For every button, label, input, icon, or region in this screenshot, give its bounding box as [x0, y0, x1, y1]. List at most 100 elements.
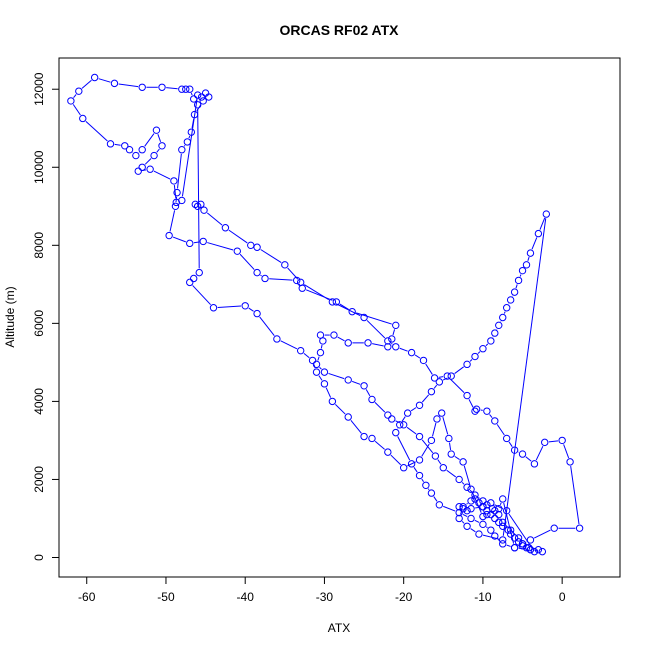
data-point [186, 239, 194, 248]
series-segment [144, 158, 152, 165]
series-segment [188, 135, 191, 139]
series-segment [454, 455, 460, 460]
data-point [273, 335, 281, 343]
data-point [487, 499, 495, 507]
data-point [541, 438, 549, 447]
series-segment [446, 469, 457, 478]
series-segment [437, 459, 442, 465]
y-axis-label: Altitude (m) [3, 286, 17, 347]
data-point [483, 407, 491, 415]
data-point [463, 522, 471, 530]
data-point [443, 372, 451, 380]
series-segment [414, 354, 421, 359]
data-point [518, 542, 527, 550]
data-point [495, 321, 503, 330]
data-point [459, 503, 467, 511]
series-segment [496, 424, 505, 436]
data-point [316, 348, 325, 357]
series-segment [535, 445, 544, 461]
series-segment [206, 212, 223, 226]
series-segment [169, 210, 176, 232]
data-point [447, 450, 455, 458]
data-point [542, 210, 551, 218]
data-point [209, 304, 218, 312]
series-segment [269, 278, 293, 281]
series-segment [319, 366, 322, 370]
data-point [518, 450, 527, 458]
data-point [427, 436, 436, 445]
series-segment [539, 217, 546, 230]
data-point [186, 278, 194, 287]
series-segment [190, 92, 193, 96]
series-segment [298, 283, 301, 286]
data-point [384, 337, 392, 345]
series-layer [67, 73, 584, 556]
x-tick-label: -20 [395, 590, 413, 604]
data-point [368, 434, 376, 443]
series-segment [172, 236, 186, 243]
data-point [384, 411, 392, 419]
data-point [360, 313, 368, 322]
x-tick-label: -30 [316, 590, 334, 604]
series-segment [166, 87, 178, 90]
data-point [499, 540, 507, 548]
data-point [138, 146, 146, 154]
series-segment [335, 403, 346, 415]
data-point [328, 298, 337, 306]
x-tick-label: -40 [237, 590, 255, 604]
data-point [467, 505, 475, 513]
series-segment [217, 305, 242, 308]
series-segment [421, 439, 434, 454]
series-segment [485, 343, 489, 347]
data-point [431, 452, 440, 460]
data-point [491, 417, 499, 425]
series-segment [156, 148, 160, 153]
data-point [479, 497, 487, 505]
x-axis: -60 -50 -40 -30 -20 -10 0 [78, 576, 566, 604]
series-segment [489, 414, 493, 418]
series-segment [406, 426, 417, 435]
series-segment [392, 329, 396, 336]
data-point [384, 343, 392, 351]
series-segment [374, 440, 385, 450]
series-segment [438, 376, 444, 378]
data-point [392, 343, 400, 351]
data-point [187, 128, 196, 136]
data-point [320, 380, 329, 388]
data-point [121, 142, 129, 150]
series-segment [366, 320, 386, 339]
data-point [463, 360, 471, 369]
data-point [134, 167, 142, 175]
series-segment [144, 133, 155, 147]
data-point [360, 432, 368, 441]
data-point [459, 505, 467, 513]
data-point [471, 407, 479, 415]
series-segment [470, 528, 476, 533]
series-segment [466, 502, 468, 505]
data-point [384, 448, 392, 456]
series-segment [506, 544, 511, 547]
data-point [558, 436, 566, 445]
series-segment [421, 443, 430, 457]
series-segment [337, 336, 345, 342]
series-segment [461, 482, 465, 485]
series-segment [157, 133, 162, 143]
data-point [510, 446, 519, 454]
data-point [138, 163, 146, 171]
data-point [106, 140, 115, 148]
data-point [392, 428, 400, 437]
data-point [182, 85, 190, 93]
series-segment [463, 465, 471, 486]
x-tick-label: -60 [78, 590, 96, 604]
data-point [403, 409, 412, 417]
data-point [471, 495, 479, 503]
data-point [566, 458, 574, 466]
y-tick-label: 4000 [32, 388, 46, 415]
series-segment [397, 436, 411, 461]
data-point [422, 481, 430, 489]
data-point [435, 378, 444, 386]
data-point [195, 268, 203, 277]
series-segment [350, 419, 362, 434]
series-segment [72, 104, 81, 116]
